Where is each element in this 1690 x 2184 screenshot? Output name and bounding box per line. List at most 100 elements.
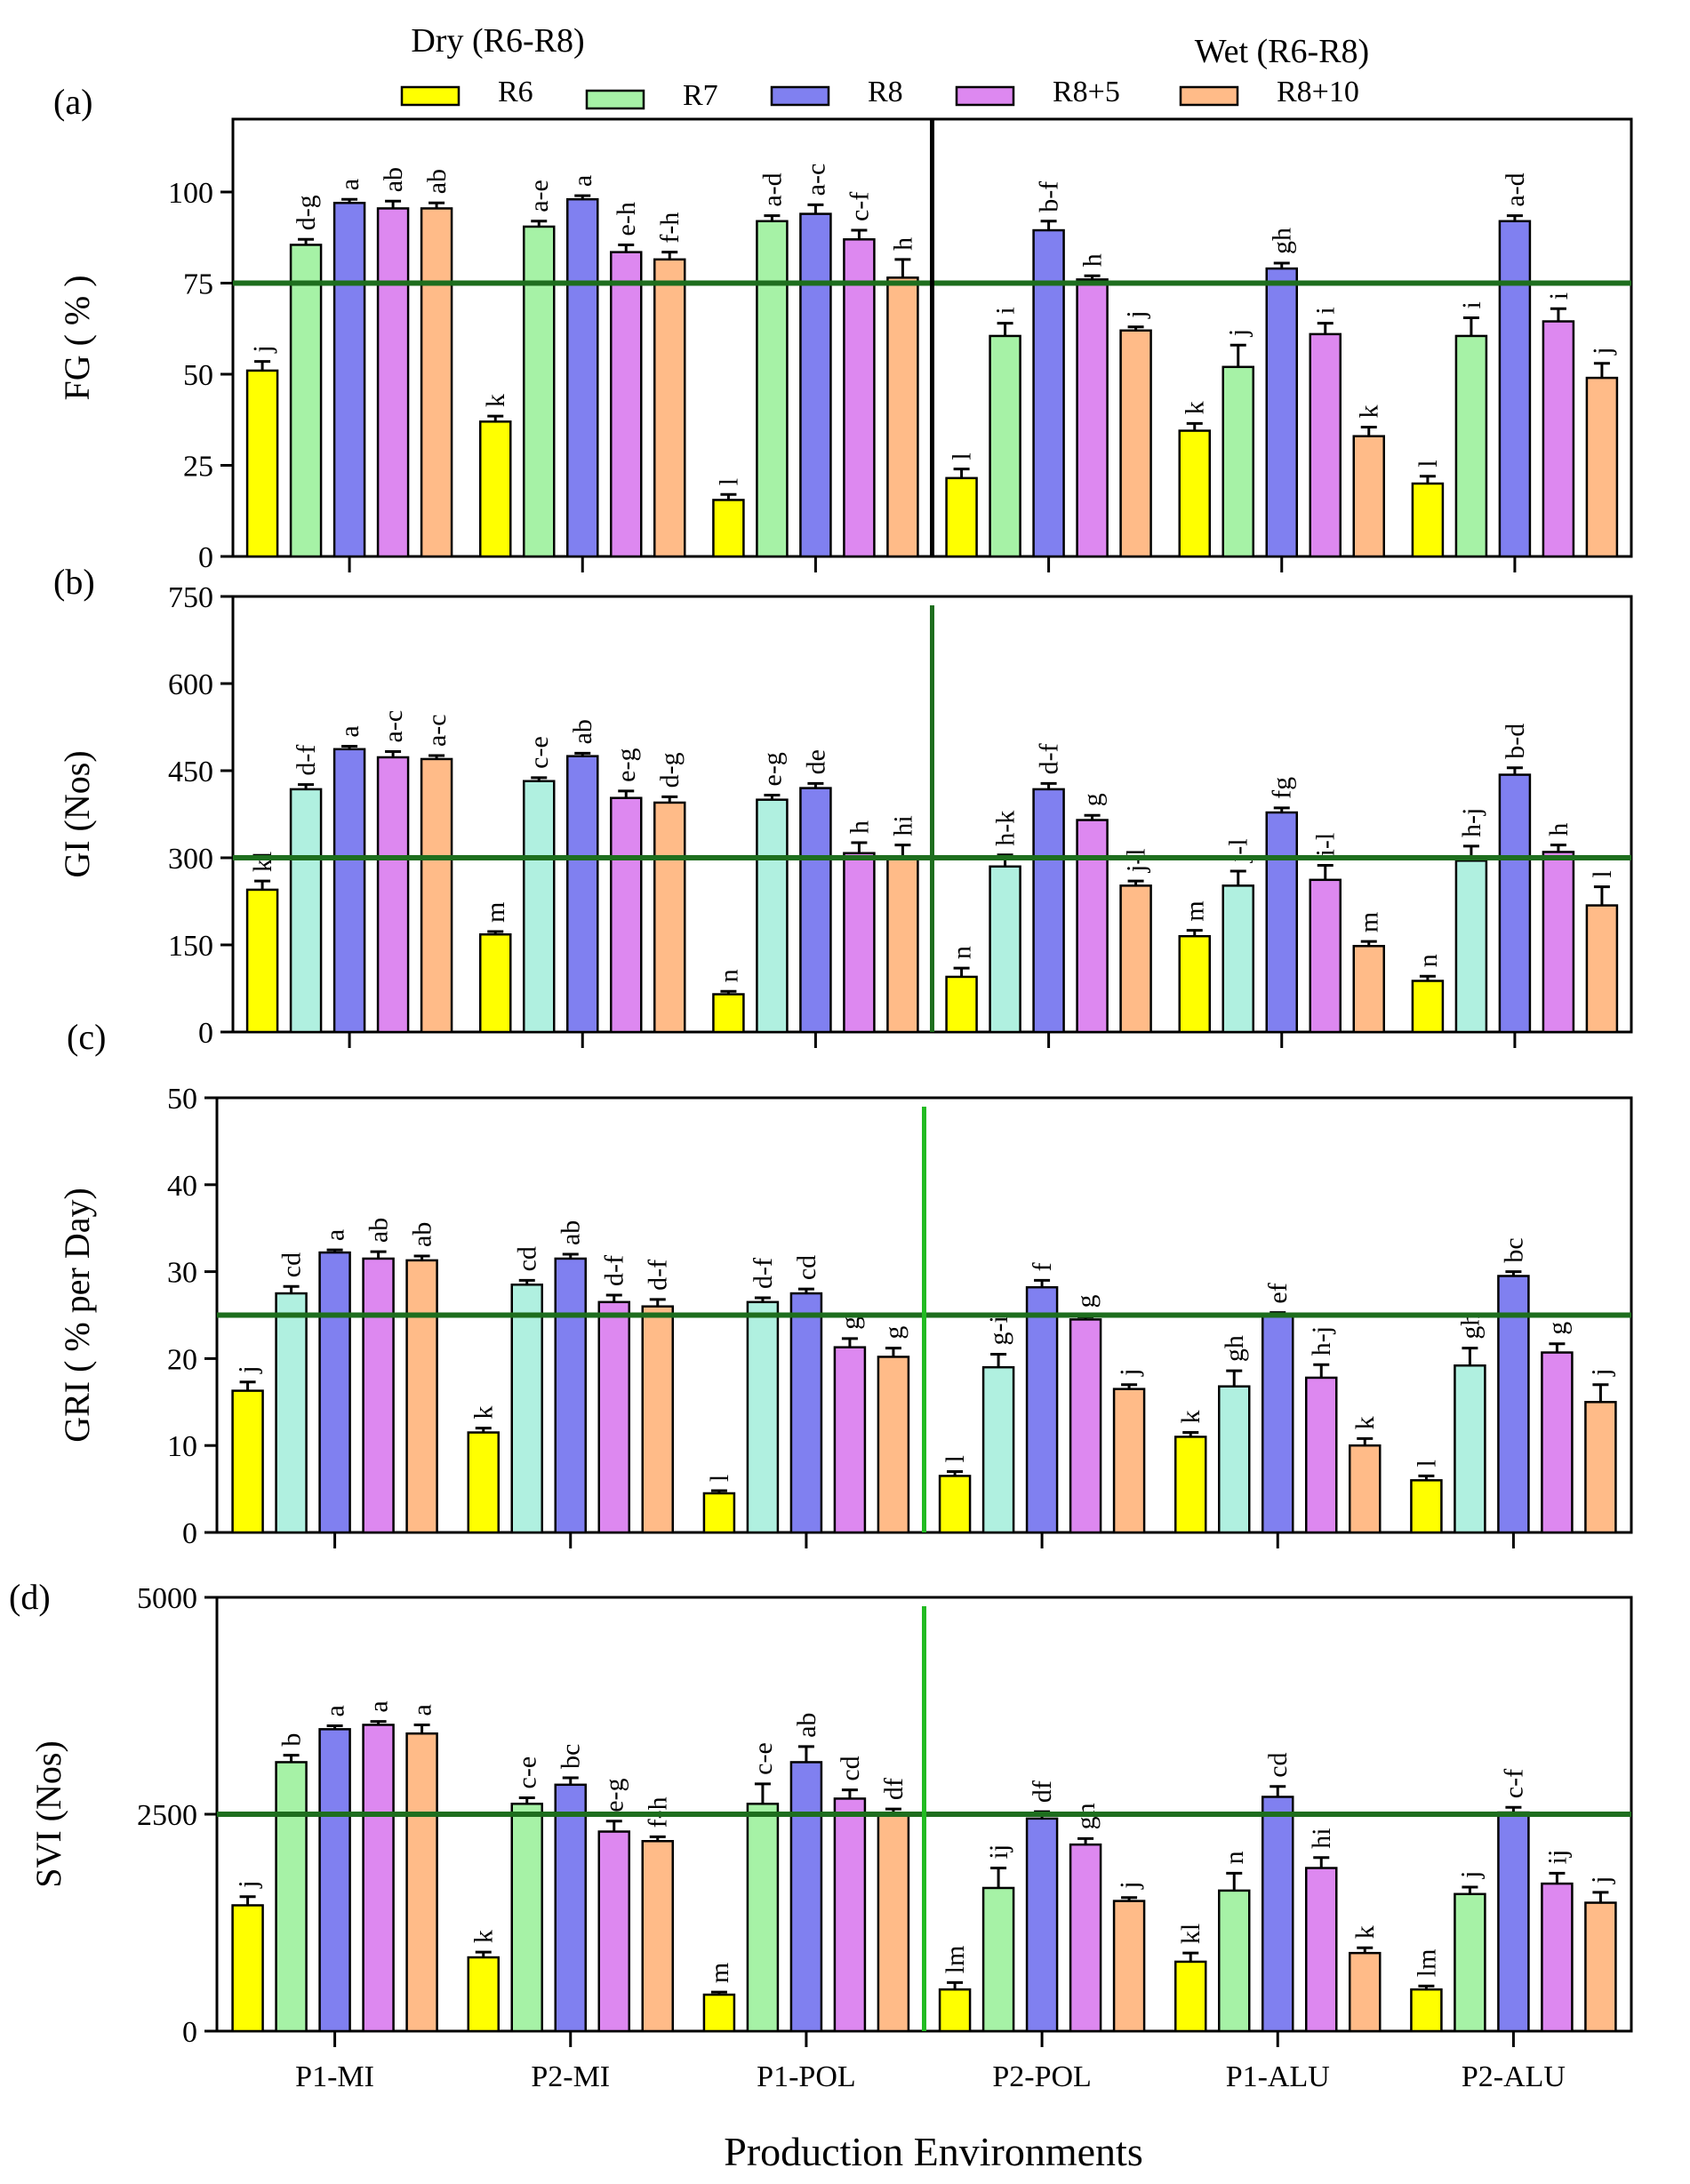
bar-r8-5-p2-pol: [1069, 1843, 1102, 2033]
bar-significance-label: ij: [984, 1844, 1013, 1860]
bar-r8-10-p1-alu: [1352, 945, 1385, 1034]
bar-r7-p1-alu: [1218, 1889, 1251, 2033]
bar-significance-label: ij: [1542, 1850, 1572, 1865]
bar-significance-label: ef: [1263, 1283, 1293, 1303]
bar-significance-label: a: [335, 725, 364, 737]
bar-r8-5-p2-pol: [1076, 819, 1109, 1034]
bar-significance-label: m: [481, 902, 510, 923]
bar-significance-label: e-h: [612, 202, 641, 236]
y-tick-label: 2500: [137, 1799, 197, 1832]
bar-significance-label: a: [321, 1705, 350, 1716]
bar-significance-label: n: [948, 946, 977, 959]
bar-r6-p1-alu: [1174, 1960, 1207, 2033]
legend-label-r8-10: R8+10: [1277, 76, 1359, 108]
bar-r7-p2-mi: [510, 1803, 543, 2033]
bar-r6-p2-alu: [1411, 980, 1445, 1034]
bar-r8-5-p1-pol: [843, 852, 876, 1034]
bar-r8-10-p1-pol: [886, 276, 919, 558]
bar-r6-p1-mi: [231, 1389, 264, 1534]
bar-significance-label: d-f: [292, 745, 321, 776]
x-tick-label-p2-alu: P2-ALU: [1462, 2060, 1566, 2093]
bar-r6-p2-pol: [938, 1475, 972, 1534]
bar-significance-label: j: [1586, 1368, 1615, 1376]
bar-r8-p2-pol: [1032, 228, 1065, 558]
bar-r8-p1-alu: [1261, 1314, 1294, 1534]
bar-significance-label: m: [1355, 912, 1384, 932]
bar-r8-p1-pol: [789, 1761, 823, 2033]
bar-significance-label: j: [1122, 310, 1151, 318]
bar-r7-p2-mi: [523, 780, 556, 1034]
bar-significance-label: h-k: [991, 811, 1021, 846]
bar-r8-5-p2-mi: [597, 1830, 630, 2033]
bar-significance-label: e-g: [757, 752, 787, 786]
bar-r8-10-p2-alu: [1585, 904, 1619, 1034]
panel-d: 0 2500 5000 SVI (Nos) (d) j k m lm kl lm b c-e c-e ij n…: [9, 1577, 1633, 2049]
bar-significance-label: l: [948, 452, 977, 460]
bar-significance-label: b-f: [1035, 181, 1064, 212]
bar-significance-label: k: [1181, 401, 1210, 414]
bar-r7-p2-pol: [989, 865, 1021, 1034]
legend: R6 R7 R8 R8+5 R8+10: [400, 76, 1359, 112]
bar-significance-label: l: [1412, 1460, 1441, 1467]
bar-r8-p2-pol: [1032, 788, 1065, 1034]
bar-r8-p2-alu: [1497, 1275, 1530, 1534]
bar-r8-5-p2-pol: [1069, 1318, 1102, 1534]
bar-significance-label: kl: [248, 852, 277, 872]
bar-r8-10-p1-mi: [420, 207, 453, 558]
bar-r8-10-p1-alu: [1352, 435, 1385, 558]
bar-significance-label: hi: [1307, 1828, 1336, 1848]
bar-r8-10-p1-alu: [1349, 1444, 1382, 1534]
bar-r8-10-p1-mi: [420, 757, 453, 1034]
bar-r7-p1-mi: [275, 1292, 308, 1534]
bar-r7-p2-alu: [1454, 860, 1488, 1034]
bar-significance-label: b-d: [1501, 724, 1530, 759]
bar-r7-p1-mi: [289, 788, 323, 1034]
bar-r7-p1-mi: [289, 244, 323, 558]
bar-significance-label: b: [277, 1733, 307, 1747]
bar-r8-5-p1-alu: [1305, 1867, 1338, 2033]
bar-significance-label: h-j: [1307, 1326, 1336, 1356]
legend-swatch-r6: [400, 85, 461, 107]
bar-significance-label: ab: [364, 1218, 394, 1243]
bar-r7-p1-pol: [756, 798, 789, 1034]
y-tick-label: 5000: [137, 1582, 197, 1615]
legend-label-r8: R8: [868, 76, 903, 108]
group-label-wet: Wet (R6-R8): [1195, 33, 1369, 70]
y-tick-label: 100: [168, 177, 213, 210]
bar-r8-p2-alu: [1498, 773, 1532, 1034]
bar-r8-p2-alu: [1498, 220, 1532, 558]
bar-r6-p1-mi: [245, 888, 279, 1034]
bar-r7-p2-pol: [989, 334, 1021, 558]
bar-r6-p2-mi: [467, 1956, 500, 2033]
y-tick-label: 150: [168, 930, 213, 963]
bar-r7-p1-pol: [746, 1803, 780, 2033]
bar-significance-label: l: [941, 1455, 970, 1462]
bar-r8-10-p2-mi: [653, 258, 686, 558]
bar-r8-10-p1-mi: [405, 1259, 438, 1534]
bar-r8-p1-pol: [799, 212, 832, 558]
bar-significance-label: l: [1414, 460, 1443, 467]
bar-r8-p2-pol: [1025, 1817, 1059, 2033]
bar-significance-label: j: [234, 1365, 263, 1373]
bar-r8-5-p1-alu: [1305, 1376, 1338, 1534]
bar-significance-label: i: [1311, 307, 1341, 314]
bar-r8-5-p2-alu: [1542, 320, 1575, 558]
bar-significance-label: h: [888, 237, 917, 251]
bar-significance-label: a-c: [379, 710, 408, 743]
bar-r8-p2-mi: [566, 755, 599, 1034]
bar-r8-p1-alu: [1261, 1796, 1294, 2033]
bar-significance-label: l: [705, 1475, 734, 1482]
y-tick-label: 0: [198, 541, 213, 574]
legend-label-r6: R6: [498, 76, 533, 108]
bar-r8-10-p1-pol: [877, 1356, 910, 1534]
bar-significance-label: m: [1181, 900, 1210, 921]
bar-r7-p2-alu: [1454, 1892, 1486, 2033]
bar-r8-p1-mi: [318, 1251, 351, 1534]
x-axis-title: Production Environments: [724, 2129, 1142, 2174]
bar-r8-10-p2-alu: [1585, 376, 1619, 558]
group-label-dry: Dry (R6-R8): [411, 22, 584, 60]
bar-r7-p2-pol: [981, 1886, 1015, 2033]
y-tick-label: 0: [182, 1517, 197, 1550]
